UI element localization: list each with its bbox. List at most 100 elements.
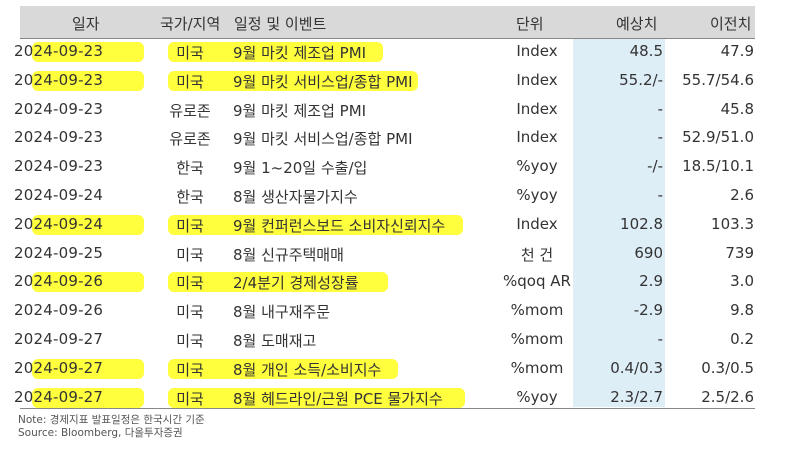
event-highlight-mark [168,214,463,235]
table-header: 일자 국가/지역 일정 및 이벤트 단위 예상치 이전치 [20,6,755,38]
cell-previous: 0.2 [730,330,754,348]
header-unit: 단위 [516,15,544,33]
table-row: 2024-09-25 미국 8월 신규주택매매 천 건 690 739 [0,240,760,268]
cell-previous: 47.9 [720,42,754,60]
table-row: 2024-09-27 미국 8월 도매재고 %mom - 0.2 [0,326,760,354]
cell-event: 8월 생산자물가지수 [233,188,358,206]
header-event: 일정 및 이벤트 [234,15,327,33]
cell-country: 미국 [176,72,204,91]
event-highlight-mark [168,42,383,62]
cell-event: 9월 1~20일 수출/입 [233,159,368,178]
cell-country: 미국 [176,274,204,293]
cell-forecast: - [657,128,663,147]
cell-forecast: 0.4/0.3 [610,358,663,377]
date-highlight-mark [32,358,144,379]
cell-forecast: -/- [647,157,663,176]
cell-country: 한국 [176,188,204,206]
cell-country: 미국 [176,360,204,379]
cell-event: 8월 내구재주문 [233,303,331,322]
header-date: 일자 [72,15,100,33]
cell-forecast: 690 [634,243,663,262]
cell-unit: %mom [510,330,564,348]
cell-event: 9월 마킷 서비스업/종합 PMI [233,130,413,149]
cell-country: 미국 [176,44,204,62]
cell-forecast: - [657,99,663,118]
cell-previous: 0.3/0.5 [701,358,754,377]
table-row: 2024-09-23 미국 9월 마킷 서비스업/종합 PMI Index 55.2/-… [0,67,760,95]
header-divider [20,38,755,39]
footnotes: Note: 경제지표 발표일정은 한국시간 기준 Source: Bloombe… [18,414,205,440]
header-previous: 이전치 [710,15,752,33]
cell-event: 2/4분기 경제성장률 [233,274,359,293]
cell-forecast: 2.3/2.7 [610,387,663,406]
table-row: 2024-09-23 유로존 9월 마킷 서비스업/종합 PMI Index -52.9… [0,124,760,152]
forecast-column-shade [573,39,665,407]
header-forecast: 예상치 [616,15,658,33]
cell-unit: Index [516,70,558,89]
cell-forecast: 55.2/- [619,70,663,89]
cell-country: 한국 [176,159,204,178]
cell-forecast: -2.9 [633,301,663,320]
cell-date: 2024-09-24 [14,186,104,204]
table-row: 2024-09-27 미국 8월 개인 소득/소비지수 %mom 0.4/0.3 0.3/… [0,355,760,383]
date-highlight-mark [32,214,144,235]
cell-date: 2024-09-23 [14,70,104,89]
cell-unit: %mom [510,358,564,377]
cell-date: 2024-09-23 [14,128,104,147]
cell-event: 8월 신규주택매매 [233,245,344,264]
table-row: 2024-09-23 한국 9월 1~20일 수출/입 %yoy -/- 18.5/10.… [0,153,760,181]
cell-country: 미국 [176,303,204,322]
note-text: Note: 경제지표 발표일정은 한국시간 기준 [18,414,205,426]
cell-previous: 55.7/54.6 [682,70,754,89]
cell-country: 유로존 [169,101,211,120]
cell-unit: %yoy [516,186,558,204]
cell-date: 2024-09-27 [14,387,104,406]
cell-country: 미국 [176,389,204,408]
cell-event: 8월 개인 소득/소비지수 [233,360,382,379]
cell-country: 미국 [176,245,204,264]
cell-date: 2024-09-26 [14,301,104,320]
cell-unit: Index [516,128,558,147]
cell-country: 유로존 [169,130,211,149]
date-highlight-mark [32,272,144,293]
cell-forecast: - [657,330,663,348]
cell-unit: Index [516,42,558,60]
cell-country: 미국 [176,332,204,350]
cell-forecast: 102.8 [620,214,663,233]
cell-previous: 9.8 [730,301,754,320]
cell-previous: 45.8 [720,99,754,118]
event-highlight-mark [168,272,388,293]
table-row: 2024-09-26 미국 8월 내구재주문 %mom -2.9 9.8 [0,297,760,325]
cell-event: 9월 마킷 제조업 PMI [233,101,367,120]
cell-unit: %qoq AR [503,272,571,291]
cell-event: 8월 도매재고 [233,332,317,350]
cell-unit: Index [516,99,558,118]
cell-date: 2024-09-25 [14,243,104,262]
cell-previous: 52.9/51.0 [682,128,754,147]
cell-previous: 2.5/2.6 [701,387,754,406]
cell-previous: 739 [725,243,754,262]
cell-unit: %yoy [516,157,558,176]
table-row: 2024-09-26 미국 2/4분기 경제성장률 %qoq AR 2.9 3.0 [0,268,760,296]
event-highlight-mark [168,387,465,408]
table-row: 2024-09-23 미국 9월 마킷 제조업 PMI Index 48.5 47.9 [0,38,760,66]
source-text: Source: Bloomberg, 다올투자증권 [18,427,183,439]
cell-previous: 2.6 [730,186,754,204]
cell-date: 2024-09-27 [14,330,104,348]
cell-date: 2024-09-27 [14,358,104,377]
cell-date: 2024-09-23 [14,42,104,60]
cell-previous: 18.5/10.1 [682,157,754,176]
cell-event: 9월 마킷 서비스업/종합 PMI [233,72,413,91]
date-highlight-mark [32,42,144,62]
event-highlight-mark [168,358,398,379]
cell-date: 2024-09-23 [14,157,104,176]
cell-event: 9월 컨퍼런스보드 소비자신뢰지수 [233,216,446,235]
cell-forecast: - [657,186,663,204]
table-row: 2024-09-24 미국 9월 컨퍼런스보드 소비자신뢰지수 Index 102.8 1… [0,211,760,239]
cell-forecast: 48.5 [629,42,663,60]
cell-date: 2024-09-23 [14,99,104,118]
cell-unit: %mom [510,301,564,320]
cell-date: 2024-09-26 [14,272,104,291]
cell-previous: 3.0 [730,272,754,291]
cell-date: 2024-09-24 [14,214,104,233]
